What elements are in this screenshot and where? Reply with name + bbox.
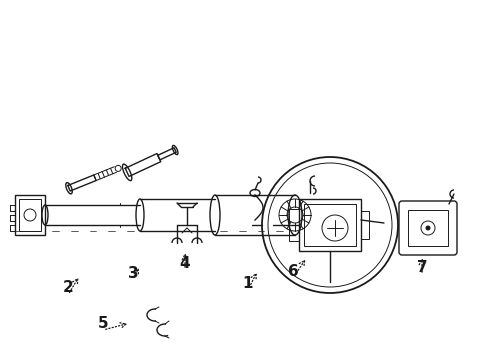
Text: 2: 2 [63,280,74,296]
Text: 5: 5 [98,315,108,330]
Bar [408,210,448,246]
Text: 6: 6 [288,264,298,279]
Text: 4: 4 [180,256,190,270]
Text: 7: 7 [416,261,427,275]
Text: 1: 1 [243,275,253,291]
Bar [289,209,299,241]
Bar [361,211,369,239]
Bar [304,204,356,246]
Text: 3: 3 [128,266,138,280]
Circle shape [426,226,430,230]
Bar [299,199,361,251]
Bar [15,195,45,235]
Bar [19,199,41,231]
